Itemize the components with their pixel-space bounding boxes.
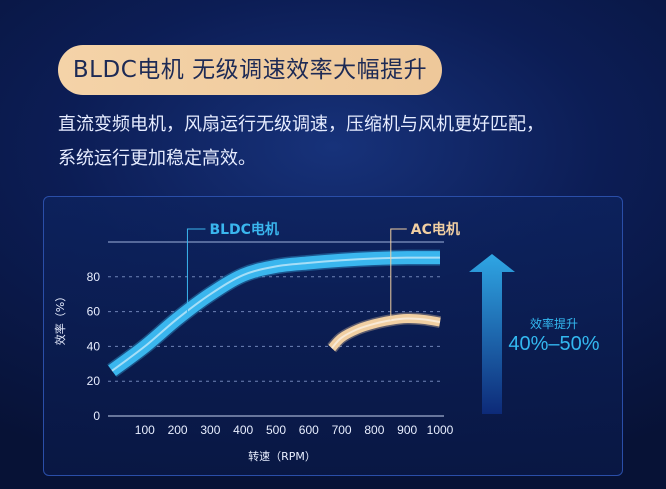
up-arrow-icon: [469, 254, 515, 414]
ac-series-label: AC电机: [411, 221, 460, 238]
chart-panel: [43, 196, 623, 476]
y-tick-label: 80: [87, 270, 101, 284]
ac-label-leader: [390, 228, 407, 321]
y-tick-label: 60: [87, 305, 101, 319]
x-axis-title: 转速（RPM）: [248, 449, 316, 463]
x-tick-label: 300: [200, 423, 220, 437]
x-tick-label: 600: [299, 423, 319, 437]
bldc-label-leader: [186, 228, 206, 316]
y-tick-label: 20: [87, 374, 101, 388]
x-tick-label: 400: [233, 423, 253, 437]
bldc-series-label: BLDC电机: [209, 221, 279, 238]
y-axis-title: 效率（%）: [53, 291, 67, 345]
y-tick-label: 0: [93, 409, 100, 423]
description-line-1: 直流变频电机，风扇运行无级调速，压缩机与风机更好匹配，: [58, 114, 544, 135]
gain-label: 效率提升: [530, 316, 578, 331]
gain-value: 40%–50%: [508, 333, 599, 355]
headline-pill: BLDC电机 无级调速效率大幅提升: [58, 45, 442, 95]
description-line-2: 系统运行更加稳定高效。: [58, 148, 256, 169]
description: 直流变频电机，风扇运行无级调速，压缩机与风机更好匹配， 系统运行更加稳定高效。: [58, 108, 638, 176]
x-tick-label: 500: [266, 423, 286, 437]
headline-title: BLDC电机 无级调速效率大幅提升: [72, 57, 428, 83]
series-ac-highlight: [331, 317, 441, 349]
x-tick-label: 1000: [427, 423, 454, 437]
y-tick-label: 40: [87, 339, 101, 353]
x-tick-label: 800: [364, 423, 384, 437]
series-bldc-highlight: [111, 256, 441, 372]
x-tick-label: 900: [397, 423, 417, 437]
x-tick-label: 100: [135, 423, 155, 437]
x-tick-label: 700: [332, 423, 352, 437]
x-tick-label: 200: [168, 423, 188, 437]
